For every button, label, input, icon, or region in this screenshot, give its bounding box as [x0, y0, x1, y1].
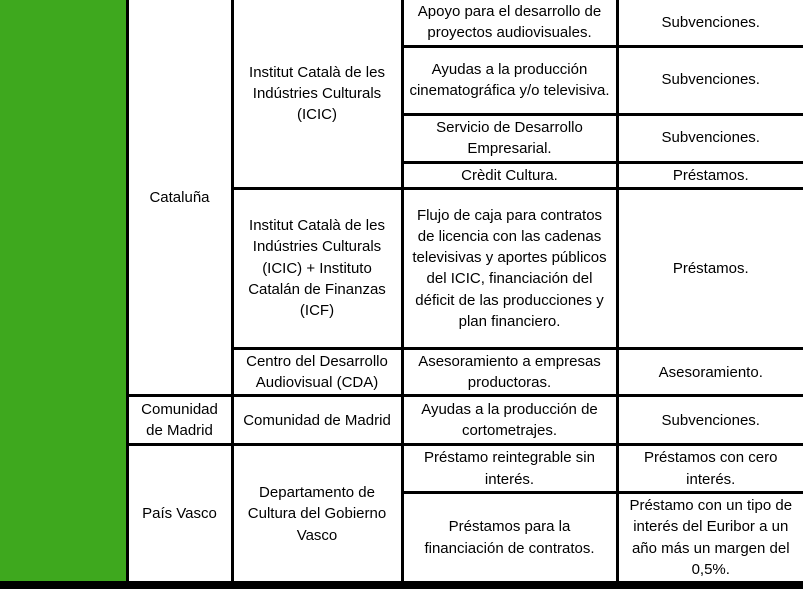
- support-type-cell-5: Préstamos.: [615, 186, 803, 350]
- table-row: Servicio de Desarrollo Empresarial. Subv…: [0, 112, 803, 164]
- table-row: Comunidad de Madrid Comunidad de Madrid …: [0, 394, 803, 447]
- support-type-cell-9: Préstamo con un tipo de interés del Euri…: [615, 491, 803, 587]
- green-band-cell: [0, 0, 129, 587]
- measure-cell-1: Apoyo para el desarrollo de proyectos au…: [400, 0, 619, 48]
- measure-cell-9: Préstamos para la financiación de contra…: [402, 491, 619, 587]
- measure-cell-2: Ayudas a la producción cinematográfica y…: [402, 44, 619, 116]
- support-type-cell-7: Subvenciones.: [615, 394, 803, 447]
- region-cell-comunidad-de-madrid: Comunidad de Madrid: [127, 394, 234, 447]
- institution-cell-comunidad-de-madrid: Comunidad de Madrid: [230, 394, 404, 447]
- institution-cell-icic-icf: Institut Català de les Indústries Cultur…: [232, 186, 404, 350]
- institution-cell-cda: Centro del Desarrollo Audiovisual (CDA): [232, 346, 404, 398]
- measure-cell-6: Asesoramiento a empresas productoras.: [400, 346, 619, 398]
- measure-cell-3: Servicio de Desarrollo Empresarial.: [402, 112, 619, 164]
- region-cell-cataluna: Cataluña: [125, 0, 234, 398]
- support-type-cell-6: Asesoramiento.: [615, 346, 803, 398]
- institution-cell-gobierno-vasco: Departamento de Cultura del Gobierno Vas…: [230, 443, 404, 587]
- institution-cell-icic: Institut Català de les Indústries Cultur…: [230, 0, 404, 190]
- support-type-cell-8: Préstamos con cero interés.: [615, 443, 803, 495]
- measure-cell-7: Ayudas a la producción de cortometrajes.: [400, 394, 619, 447]
- measure-cell-8: Préstamo reintegrable sin interés.: [400, 443, 619, 495]
- measure-cell-4: Crèdit Cultura.: [402, 160, 619, 190]
- table-row: Institut Català de les Indústries Cultur…: [0, 186, 803, 350]
- support-type-cell-1: Subvenciones.: [615, 0, 803, 48]
- support-type-cell-4: Préstamos.: [615, 160, 803, 190]
- table-row: Centro del Desarrollo Audiovisual (CDA) …: [0, 346, 803, 398]
- table-row: Ayudas a la producción cinematográfica y…: [0, 44, 803, 116]
- measure-cell-5: Flujo de caja para contratos de licencia…: [400, 186, 619, 350]
- table-row: País Vasco Departamento de Cultura del G…: [0, 443, 803, 587]
- table-row: Crèdit Cultura. Préstamos.: [0, 160, 803, 190]
- region-cell-pais-vasco: País Vasco: [127, 443, 234, 587]
- support-type-cell-2: Subvenciones.: [615, 44, 803, 116]
- support-type-cell-3: Subvenciones.: [615, 112, 803, 164]
